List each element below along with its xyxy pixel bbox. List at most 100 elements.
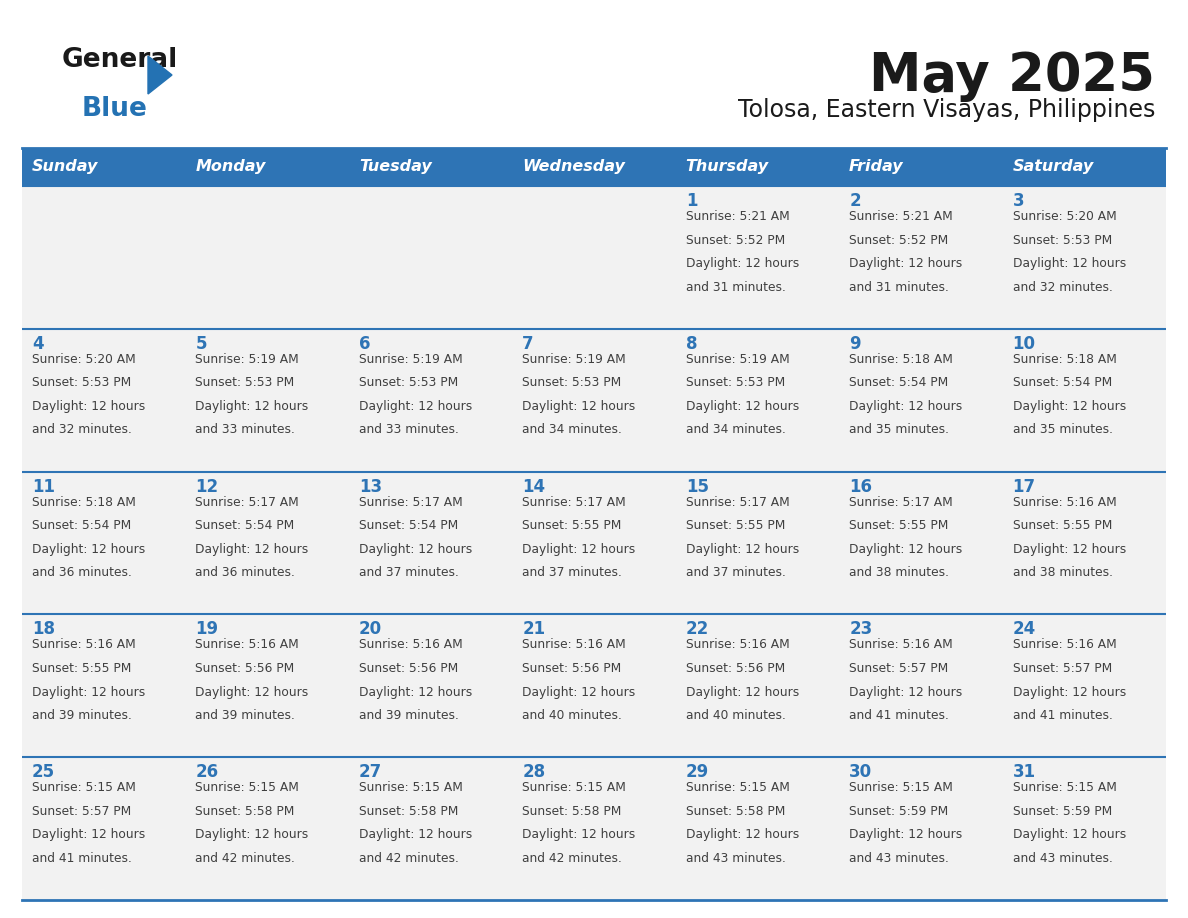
- Polygon shape: [148, 56, 172, 94]
- Text: Daylight: 12 hours: Daylight: 12 hours: [685, 400, 800, 413]
- Text: Daylight: 12 hours: Daylight: 12 hours: [196, 400, 309, 413]
- Bar: [1003, 757, 1165, 900]
- Text: and 43 minutes.: and 43 minutes.: [1012, 852, 1112, 865]
- Text: Daylight: 12 hours: Daylight: 12 hours: [359, 400, 472, 413]
- Text: 26: 26: [196, 763, 219, 781]
- Text: Sunset: 5:53 PM: Sunset: 5:53 PM: [1012, 233, 1112, 247]
- Text: 10: 10: [1012, 335, 1036, 353]
- Text: Sunrise: 5:17 AM: Sunrise: 5:17 AM: [523, 496, 626, 509]
- Text: Sunset: 5:59 PM: Sunset: 5:59 PM: [849, 805, 948, 818]
- Bar: [1003, 148, 1165, 186]
- Text: Sunrise: 5:20 AM: Sunrise: 5:20 AM: [32, 353, 135, 365]
- Text: Sunset: 5:54 PM: Sunset: 5:54 PM: [359, 520, 459, 532]
- Text: Daylight: 12 hours: Daylight: 12 hours: [32, 828, 145, 841]
- Text: and 38 minutes.: and 38 minutes.: [1012, 566, 1113, 579]
- Text: Daylight: 12 hours: Daylight: 12 hours: [849, 257, 962, 270]
- Text: 8: 8: [685, 335, 697, 353]
- Text: Sunset: 5:56 PM: Sunset: 5:56 PM: [523, 662, 621, 675]
- Text: Blue: Blue: [82, 96, 147, 122]
- Text: 12: 12: [196, 477, 219, 496]
- Text: and 43 minutes.: and 43 minutes.: [849, 852, 949, 865]
- Text: and 42 minutes.: and 42 minutes.: [523, 852, 623, 865]
- Text: 25: 25: [32, 763, 55, 781]
- Bar: [1003, 614, 1165, 757]
- Text: Friday: Friday: [849, 160, 904, 174]
- Text: Sunrise: 5:19 AM: Sunrise: 5:19 AM: [359, 353, 462, 365]
- Text: and 41 minutes.: and 41 minutes.: [849, 709, 949, 722]
- Bar: [512, 472, 676, 614]
- Text: Sunset: 5:56 PM: Sunset: 5:56 PM: [685, 662, 785, 675]
- Text: Sunrise: 5:16 AM: Sunrise: 5:16 AM: [849, 638, 953, 652]
- Text: 13: 13: [359, 477, 383, 496]
- Text: Daylight: 12 hours: Daylight: 12 hours: [32, 686, 145, 699]
- Text: Sunset: 5:55 PM: Sunset: 5:55 PM: [685, 520, 785, 532]
- Text: Daylight: 12 hours: Daylight: 12 hours: [523, 828, 636, 841]
- Bar: [839, 186, 1003, 329]
- Text: Daylight: 12 hours: Daylight: 12 hours: [196, 543, 309, 555]
- Bar: [185, 329, 349, 472]
- Text: and 32 minutes.: and 32 minutes.: [32, 423, 132, 436]
- Text: and 40 minutes.: and 40 minutes.: [523, 709, 623, 722]
- Text: 9: 9: [849, 335, 861, 353]
- Text: Sunset: 5:58 PM: Sunset: 5:58 PM: [523, 805, 621, 818]
- Text: and 35 minutes.: and 35 minutes.: [1012, 423, 1113, 436]
- Text: Sunrise: 5:19 AM: Sunrise: 5:19 AM: [685, 353, 790, 365]
- Text: and 31 minutes.: and 31 minutes.: [685, 281, 785, 294]
- Text: and 34 minutes.: and 34 minutes.: [523, 423, 623, 436]
- Text: Sunrise: 5:16 AM: Sunrise: 5:16 AM: [1012, 496, 1117, 509]
- Bar: [349, 472, 512, 614]
- Bar: [512, 148, 676, 186]
- Text: 20: 20: [359, 621, 383, 638]
- Bar: [839, 757, 1003, 900]
- Text: Daylight: 12 hours: Daylight: 12 hours: [849, 543, 962, 555]
- Text: and 33 minutes.: and 33 minutes.: [359, 423, 459, 436]
- Text: Sunrise: 5:16 AM: Sunrise: 5:16 AM: [359, 638, 462, 652]
- Text: 18: 18: [32, 621, 55, 638]
- Text: and 41 minutes.: and 41 minutes.: [32, 852, 132, 865]
- Text: 15: 15: [685, 477, 709, 496]
- Text: Sunrise: 5:16 AM: Sunrise: 5:16 AM: [1012, 638, 1117, 652]
- Bar: [676, 472, 839, 614]
- Text: 29: 29: [685, 763, 709, 781]
- Text: Sunset: 5:53 PM: Sunset: 5:53 PM: [685, 376, 785, 389]
- Text: Sunrise: 5:20 AM: Sunrise: 5:20 AM: [1012, 210, 1117, 223]
- Text: Sunrise: 5:15 AM: Sunrise: 5:15 AM: [523, 781, 626, 794]
- Text: Sunrise: 5:16 AM: Sunrise: 5:16 AM: [685, 638, 790, 652]
- Text: Sunrise: 5:18 AM: Sunrise: 5:18 AM: [32, 496, 135, 509]
- Bar: [512, 329, 676, 472]
- Text: Wednesday: Wednesday: [523, 160, 625, 174]
- Text: 19: 19: [196, 621, 219, 638]
- Text: Tuesday: Tuesday: [359, 160, 431, 174]
- Text: 28: 28: [523, 763, 545, 781]
- Text: 24: 24: [1012, 621, 1036, 638]
- Text: 23: 23: [849, 621, 872, 638]
- Text: and 34 minutes.: and 34 minutes.: [685, 423, 785, 436]
- Text: Daylight: 12 hours: Daylight: 12 hours: [196, 686, 309, 699]
- Text: Sunset: 5:58 PM: Sunset: 5:58 PM: [196, 805, 295, 818]
- Text: 2: 2: [849, 192, 861, 210]
- Text: Daylight: 12 hours: Daylight: 12 hours: [1012, 686, 1126, 699]
- Text: Daylight: 12 hours: Daylight: 12 hours: [1012, 400, 1126, 413]
- Text: 11: 11: [32, 477, 55, 496]
- Text: Daylight: 12 hours: Daylight: 12 hours: [849, 686, 962, 699]
- Text: and 42 minutes.: and 42 minutes.: [196, 852, 296, 865]
- Text: Sunrise: 5:19 AM: Sunrise: 5:19 AM: [196, 353, 299, 365]
- Bar: [23, 186, 185, 329]
- Text: and 38 minutes.: and 38 minutes.: [849, 566, 949, 579]
- Bar: [512, 757, 676, 900]
- Bar: [349, 148, 512, 186]
- Text: and 39 minutes.: and 39 minutes.: [32, 709, 132, 722]
- Text: Thursday: Thursday: [685, 160, 769, 174]
- Text: Sunrise: 5:17 AM: Sunrise: 5:17 AM: [196, 496, 299, 509]
- Text: Daylight: 12 hours: Daylight: 12 hours: [359, 828, 472, 841]
- Text: Daylight: 12 hours: Daylight: 12 hours: [359, 686, 472, 699]
- Text: and 42 minutes.: and 42 minutes.: [359, 852, 459, 865]
- Text: and 37 minutes.: and 37 minutes.: [685, 566, 785, 579]
- Text: 21: 21: [523, 621, 545, 638]
- Bar: [839, 472, 1003, 614]
- Text: 30: 30: [849, 763, 872, 781]
- Bar: [1003, 186, 1165, 329]
- Text: Daylight: 12 hours: Daylight: 12 hours: [359, 543, 472, 555]
- Text: Sunrise: 5:19 AM: Sunrise: 5:19 AM: [523, 353, 626, 365]
- Text: Sunset: 5:56 PM: Sunset: 5:56 PM: [359, 662, 459, 675]
